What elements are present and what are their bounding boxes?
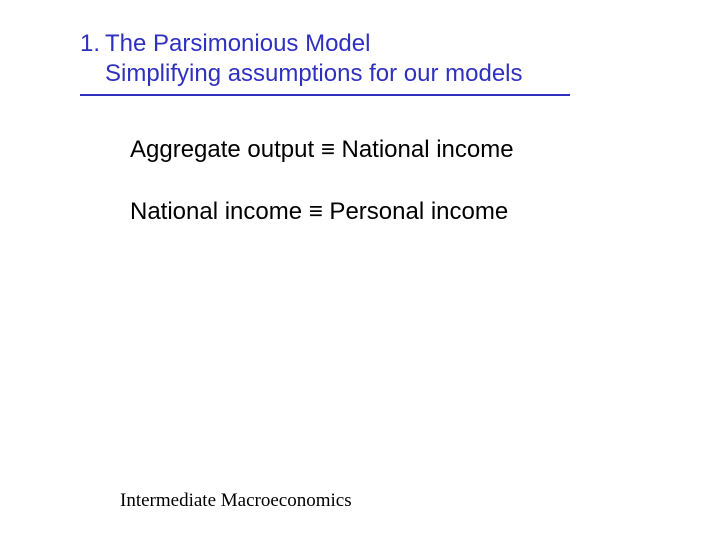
section-number: 1. — [80, 30, 100, 58]
slide-container: 1. The Parsimonious Model Simplifying as… — [0, 0, 720, 540]
slide-header: 1. The Parsimonious Model Simplifying as… — [0, 30, 720, 88]
body-line-2: National income ≡ Personal income — [130, 198, 660, 226]
slide-subtitle: Simplifying assumptions for our models — [80, 60, 660, 88]
header-rule — [80, 94, 570, 96]
slide-title: The Parsimonious Model — [80, 30, 660, 58]
body-line-1: Aggregate output ≡ National income — [130, 136, 660, 164]
slide-footer: Intermediate Macroeconomics — [120, 490, 352, 512]
slide-body: Aggregate output ≡ National income Natio… — [0, 136, 720, 226]
